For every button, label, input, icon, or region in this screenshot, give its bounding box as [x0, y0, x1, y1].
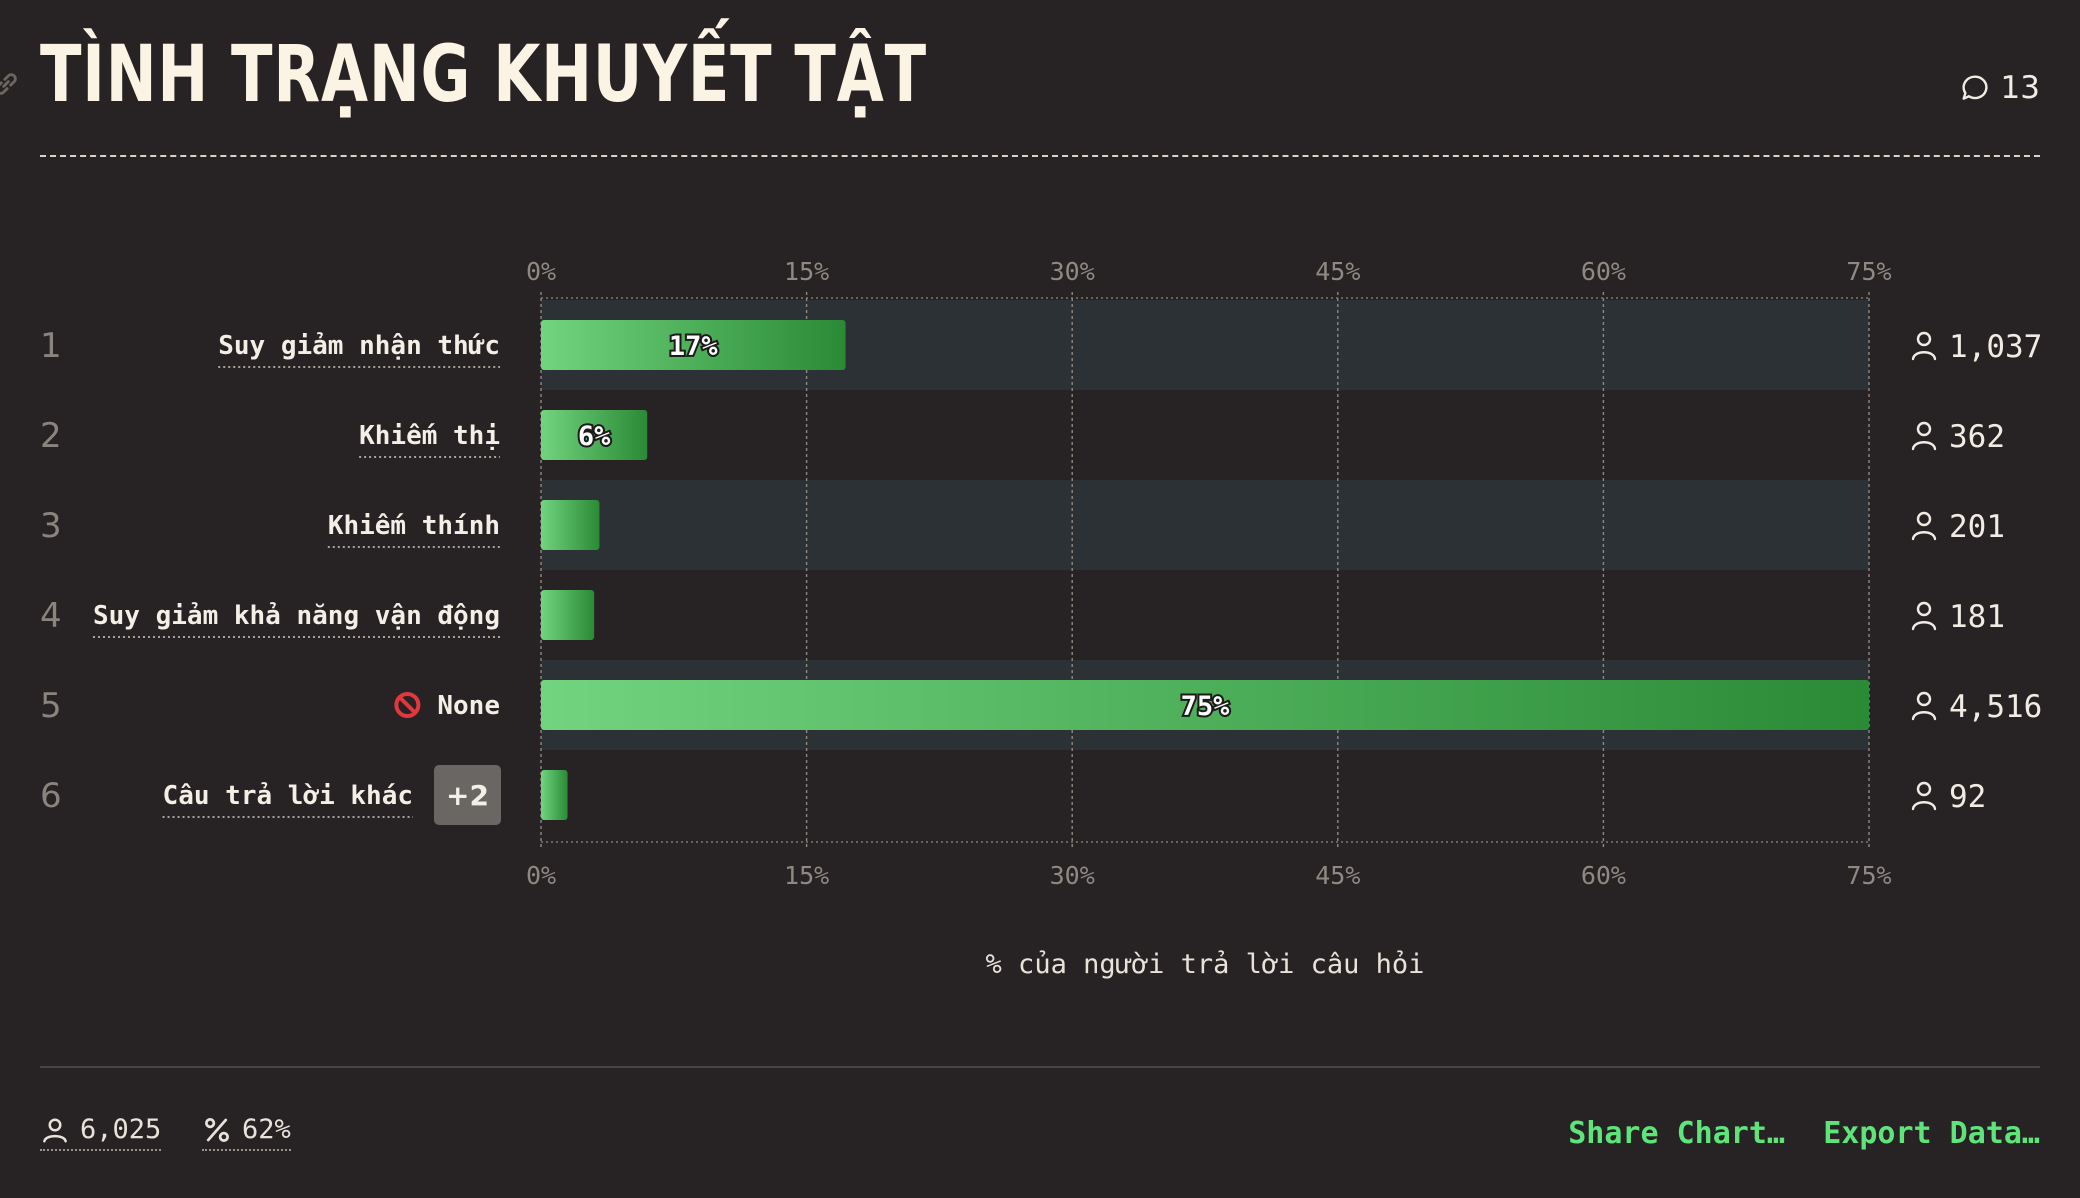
response-rate-stat[interactable]: 62% — [202, 1114, 291, 1151]
header-divider — [40, 155, 2040, 157]
tick-label-top: 0% — [526, 257, 556, 286]
bar — [541, 590, 595, 640]
category-label: Khiếm thị — [359, 421, 500, 451]
person-icon — [1911, 781, 1937, 811]
tick-label-bottom: 45% — [1315, 861, 1360, 890]
tick-label-bottom: 15% — [784, 861, 829, 890]
category-label: None — [437, 691, 500, 721]
category-label: Câu trả lời khác — [163, 781, 413, 811]
person-icon — [1911, 331, 1937, 361]
bar-value-label: 17% — [669, 331, 719, 362]
category-label: Khiếm thính — [328, 511, 500, 541]
tick-label-top: 30% — [1050, 257, 1095, 286]
response-rate-value: 62% — [242, 1114, 291, 1145]
comment-icon — [1962, 75, 1988, 100]
more-answers-badge — [434, 765, 501, 825]
category-label: Suy giảm khả năng vận động — [93, 601, 500, 631]
tick-label-bottom: 0% — [526, 861, 556, 890]
bar — [541, 680, 1869, 730]
row-rank: 1 — [40, 326, 62, 366]
person-icon — [1911, 691, 1937, 721]
respondents-stat[interactable]: 6,025 — [40, 1114, 162, 1151]
row-stripe — [541, 480, 1869, 570]
respondent-count: 362 — [1949, 419, 2005, 455]
tick-label-top: 75% — [1846, 257, 1891, 286]
row-rank: 3 — [40, 506, 62, 546]
row-rank: 4 — [40, 596, 62, 636]
tick-label-top: 15% — [784, 257, 829, 286]
bar-chart: 0% 0% 15% 15% 30% 30% 45% 45% 60% 60% 75% 75% % của … — [40, 257, 2042, 980]
footer-divider — [40, 1066, 2040, 1068]
comments-count: 13 — [2000, 70, 2040, 106]
tick-label-top: 60% — [1581, 257, 1626, 286]
bar — [541, 320, 846, 370]
more-answers-badge-text: +2 — [446, 779, 489, 812]
export-data-button[interactable]: Export Data… — [1823, 1116, 2040, 1151]
bar — [541, 770, 568, 820]
respondent-count: 4,516 — [1949, 689, 2042, 725]
respondent-count: 1,037 — [1949, 329, 2042, 365]
respondents-count: 6,025 — [80, 1114, 162, 1145]
no-entry-icon — [394, 692, 421, 718]
tick-label-bottom: 75% — [1846, 861, 1891, 890]
category-label: Suy giảm nhận thức — [218, 331, 500, 361]
bar-value-label: 6% — [578, 421, 611, 452]
tick-label-bottom: 30% — [1050, 861, 1095, 890]
respondent-count: 201 — [1949, 509, 2005, 545]
row-rank: 5 — [40, 686, 62, 726]
bar — [541, 500, 600, 550]
person-icon — [1911, 601, 1937, 631]
link-icon[interactable] — [0, 70, 20, 98]
tick-label-bottom: 60% — [1581, 861, 1626, 890]
respondent-count: 181 — [1949, 599, 2005, 635]
tick-label-top: 45% — [1315, 257, 1360, 286]
share-chart-button[interactable]: Share Chart… — [1568, 1116, 1785, 1151]
bar — [541, 410, 648, 460]
person-icon — [43, 1118, 67, 1142]
bar-value-label: 75% — [1181, 691, 1231, 722]
comments-button[interactable]: 13 — [1959, 70, 2040, 106]
person-icon — [1911, 421, 1937, 451]
page-title: TÌNH TRẠNG KHUYẾT TẬT — [40, 30, 927, 120]
row-rank: 2 — [40, 416, 62, 456]
row-rank: 6 — [40, 776, 62, 816]
respondent-count: 92 — [1949, 779, 1986, 815]
person-icon — [1911, 511, 1937, 541]
x-axis-title: % của người trả lời câu hỏi — [986, 949, 1425, 980]
percent-icon — [205, 1117, 229, 1142]
